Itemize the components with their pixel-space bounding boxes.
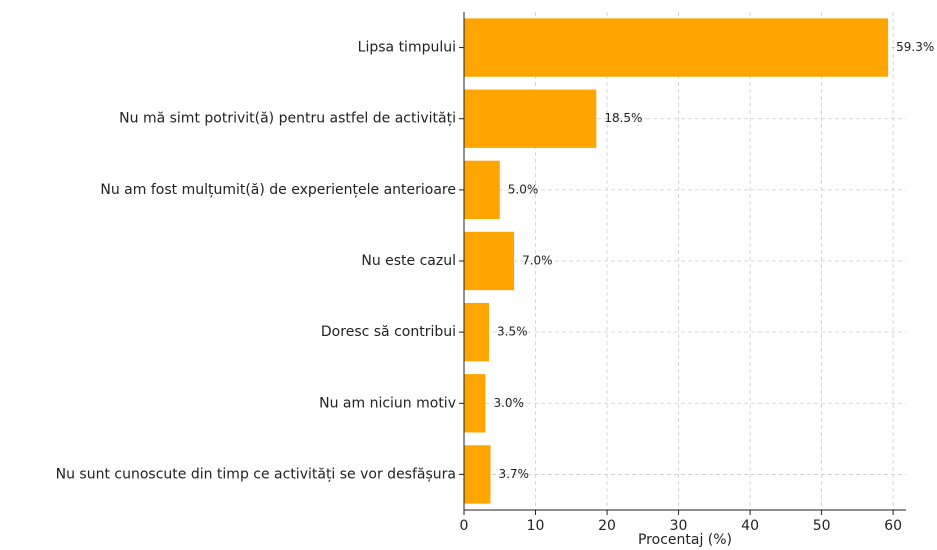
y-tick-label: Lipsa timpului xyxy=(358,40,456,56)
x-tick-label: 30 xyxy=(670,518,688,534)
x-tick-label: 0 xyxy=(460,518,469,534)
x-tick-label: 20 xyxy=(598,518,616,534)
value-label: 5.0% xyxy=(508,182,538,196)
y-tick-label: Doresc să contribui xyxy=(321,324,456,340)
x-axis-label: Procentaj (%) xyxy=(638,532,732,548)
value-label: 18.5% xyxy=(604,111,642,125)
y-tick-label: Nu am niciun motiv xyxy=(319,395,456,411)
value-label: 59.3% xyxy=(896,40,934,54)
bar xyxy=(464,231,515,291)
x-tick-label: 60 xyxy=(884,518,902,534)
bar xyxy=(464,89,597,148)
y-tick-label: Nu sunt cunoscute din timp ce activități… xyxy=(56,466,456,482)
x-tick-label: 40 xyxy=(741,518,759,534)
value-label: 3.0% xyxy=(493,396,524,410)
x-tick-label: 10 xyxy=(527,518,545,534)
y-tick-label: Nu este cazul xyxy=(361,253,456,269)
value-label: 7.0% xyxy=(522,254,553,268)
bar xyxy=(464,374,486,433)
y-tick-label: Nu mă simt potrivit(ă) pentru astfel de … xyxy=(119,111,456,127)
value-label: 3.7% xyxy=(498,467,529,481)
bar xyxy=(464,18,889,77)
value-label: 3.5% xyxy=(497,325,528,339)
y-tick-label: Nu am fost mulțumit(ă) de experiențele a… xyxy=(100,182,456,198)
bar xyxy=(464,160,500,220)
bar xyxy=(464,445,491,504)
x-tick-label: 50 xyxy=(813,518,831,534)
bar xyxy=(464,302,490,362)
